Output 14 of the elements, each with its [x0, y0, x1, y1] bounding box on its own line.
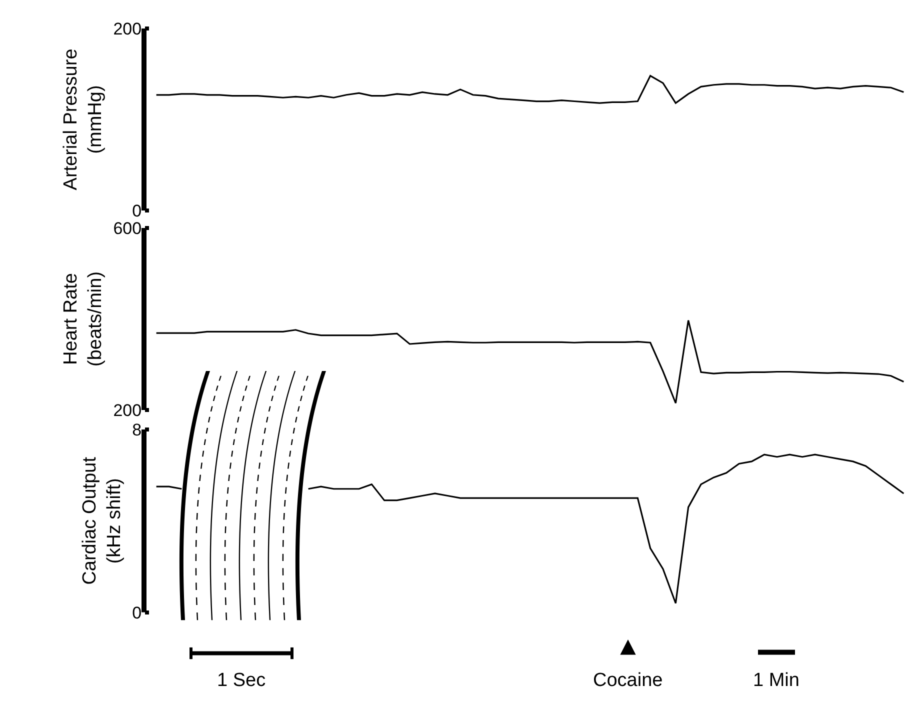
text: 1 Sec — [217, 670, 266, 691]
line-series — [156, 320, 904, 404]
y-tick-label: 200 — [113, 400, 142, 420]
text: 1 Min — [753, 670, 800, 691]
y-axis-title: Arterial Pressure (mmHg) — [60, 48, 106, 190]
y-tick-label: 200 — [113, 19, 142, 38]
line-series — [156, 74, 904, 104]
text: Cocaine — [593, 670, 663, 691]
y-tick-label: 8 — [132, 420, 142, 440]
y-tick-label: 0 — [132, 201, 142, 220]
y-tick-label: 0 — [132, 603, 142, 622]
y-axis-title: Cardiac Output (kHz shift) — [79, 456, 125, 585]
y-tick-label: 600 — [113, 218, 142, 238]
y-axis-title: Heart Rate (beats/min) — [60, 271, 106, 366]
